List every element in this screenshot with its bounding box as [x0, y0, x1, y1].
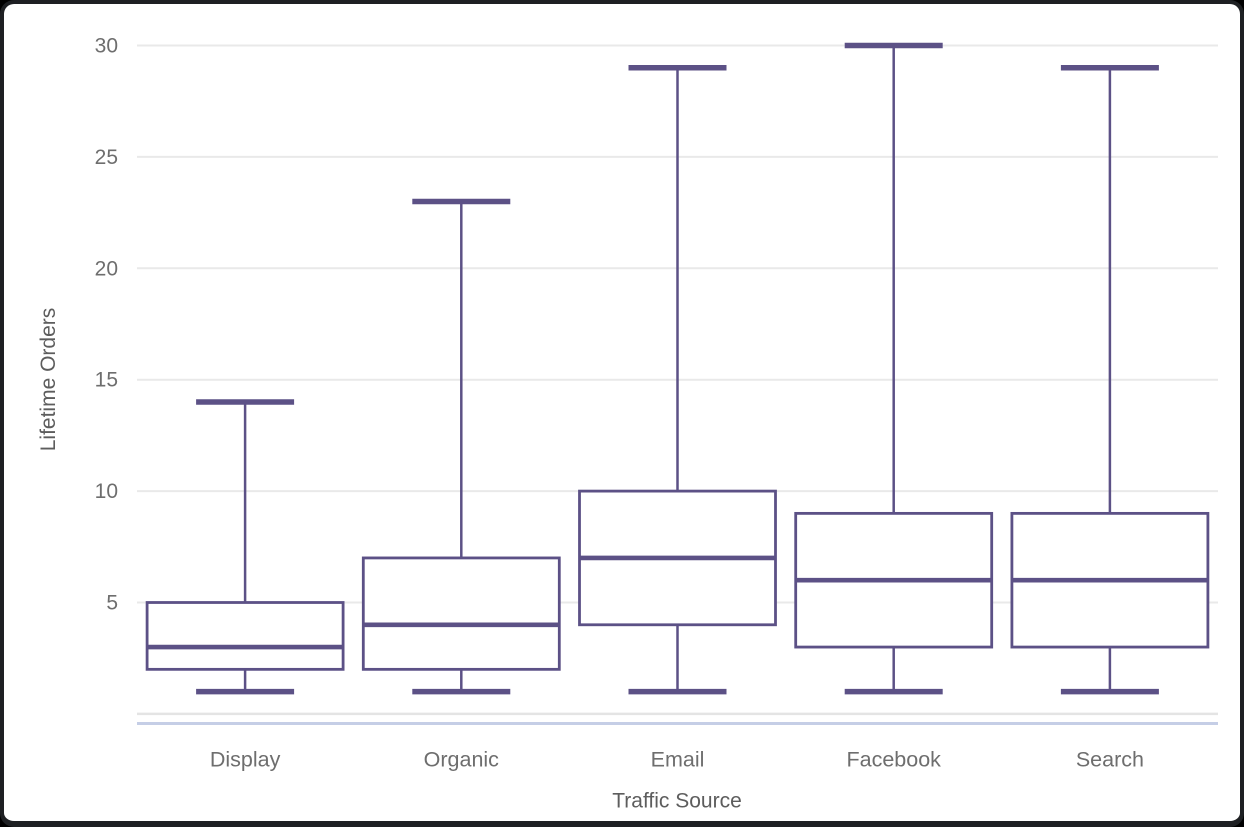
boxplot-organic[interactable]	[361, 198, 561, 695]
x-category-label-display: Display	[210, 748, 281, 772]
boxplot-chart: 5 10 15 20 25 30 Display Organic Email Facebook Se…	[37, 35, 1218, 813]
y-tick-label-25: 25	[95, 146, 118, 169]
y-tick-label-30: 30	[95, 35, 118, 58]
x-axis-title: Traffic Source	[612, 790, 742, 813]
boxplot-facebook[interactable]	[794, 42, 994, 695]
boxplot-email[interactable]	[578, 65, 777, 695]
x-category-label-facebook: Facebook	[846, 748, 941, 772]
x-category-label-organic: Organic	[424, 748, 500, 772]
x-category-label-email: Email	[651, 748, 705, 772]
y-tick-label-20: 20	[95, 257, 118, 280]
y-tick-label-5: 5	[106, 592, 118, 615]
y-axis-title: Lifetime Orders	[37, 308, 60, 452]
x-category-label-search: Search	[1076, 748, 1144, 772]
plot-area: 5 10 15 20 25 30 Display Organic Email Facebook Se…	[95, 35, 1218, 772]
boxplot-display[interactable]	[145, 399, 345, 695]
y-tick-label-15: 15	[95, 369, 118, 392]
y-tick-label-10: 10	[95, 480, 118, 503]
iqr-box	[361, 556, 561, 671]
iqr-box	[145, 601, 345, 671]
boxplot-search[interactable]	[1010, 65, 1210, 695]
